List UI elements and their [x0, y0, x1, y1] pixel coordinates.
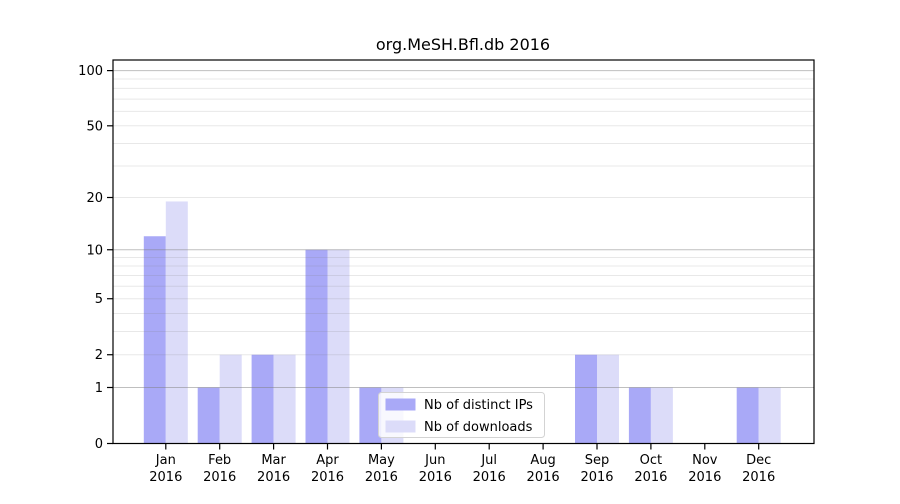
bar-distinct-ips	[359, 387, 382, 444]
bar-downloads	[650, 387, 673, 444]
x-tick-label-year: 2016	[742, 470, 775, 485]
axes-layer	[107, 59, 815, 450]
x-tick-label-year: 2016	[149, 470, 182, 485]
x-tick-label-month: Nov	[692, 453, 718, 468]
x-tick-label-month: Feb	[208, 453, 231, 468]
x-tick-label-month: Oct	[640, 453, 662, 468]
plot-frame	[112, 59, 815, 445]
legend-swatch-distinct-ips	[385, 398, 416, 411]
x-tick-label-month: Sep	[585, 453, 610, 468]
grid-layer	[113, 70, 814, 388]
legend: Nb of distinct IPs Nb of downloads	[378, 392, 545, 438]
x-tick-label-year: 2016	[527, 470, 560, 485]
bar-distinct-ips	[197, 387, 220, 444]
y-tick-label: 20	[86, 191, 103, 206]
x-tick-label-month: Dec	[746, 453, 771, 468]
x-tick-label-year: 2016	[311, 470, 344, 485]
bar-downloads	[327, 249, 350, 444]
x-tick-label-year: 2016	[473, 470, 506, 485]
x-tick-label-year: 2016	[365, 470, 398, 485]
bar-distinct-ips	[143, 236, 166, 444]
y-tick-label: 0	[95, 437, 103, 452]
y-tick-label: 5	[95, 292, 103, 307]
bar-distinct-ips	[251, 354, 274, 444]
y-tick-label: 2	[95, 348, 103, 363]
bar-downloads	[758, 387, 781, 444]
legend-label-downloads: Nb of downloads	[424, 420, 533, 435]
x-tick-label-year: 2016	[688, 470, 721, 485]
bar-downloads	[165, 201, 188, 444]
x-tick-label-year: 2016	[634, 470, 667, 485]
x-tick-label-month: May	[368, 453, 395, 468]
y-tick-label: 1	[95, 381, 103, 396]
bar-distinct-ips	[628, 387, 651, 444]
x-tick-label-month: Jul	[480, 453, 497, 468]
bar-distinct-ips	[575, 354, 597, 444]
x-tick-label-year: 2016	[257, 470, 290, 485]
y-tick-label: 10	[86, 243, 103, 258]
bar-distinct-ips	[305, 249, 328, 444]
x-tick-label-year: 2016	[419, 470, 452, 485]
x-tick-label-month: Jan	[155, 453, 176, 468]
bars-layer	[143, 201, 781, 444]
x-tick-label-month: Apr	[316, 453, 339, 468]
legend-swatch-downloads	[385, 420, 416, 433]
legend-box	[378, 392, 545, 438]
x-tick-label-month: Mar	[261, 453, 286, 468]
x-tick-label-month: Aug	[530, 453, 555, 468]
bar-downloads	[219, 354, 242, 444]
labels-layer: 0 1 2 5 10 20 50 100 Jan 2016 Feb 2016 Mar 2016 Apr 201…	[78, 64, 775, 485]
legend-label-distinct-ips: Nb of distinct IPs	[424, 398, 533, 413]
bar-downloads	[273, 354, 296, 444]
x-tick-label-year: 2016	[203, 470, 236, 485]
chart-title: org.MeSH.Bfl.db 2016	[376, 35, 550, 54]
bar-distinct-ips	[736, 387, 759, 444]
x-tick-label-year: 2016	[580, 470, 613, 485]
bar-downloads	[597, 354, 619, 444]
y-tick-label: 100	[78, 64, 103, 79]
x-tick-label-month: Jun	[424, 453, 445, 468]
y-tick-label: 50	[86, 119, 103, 134]
